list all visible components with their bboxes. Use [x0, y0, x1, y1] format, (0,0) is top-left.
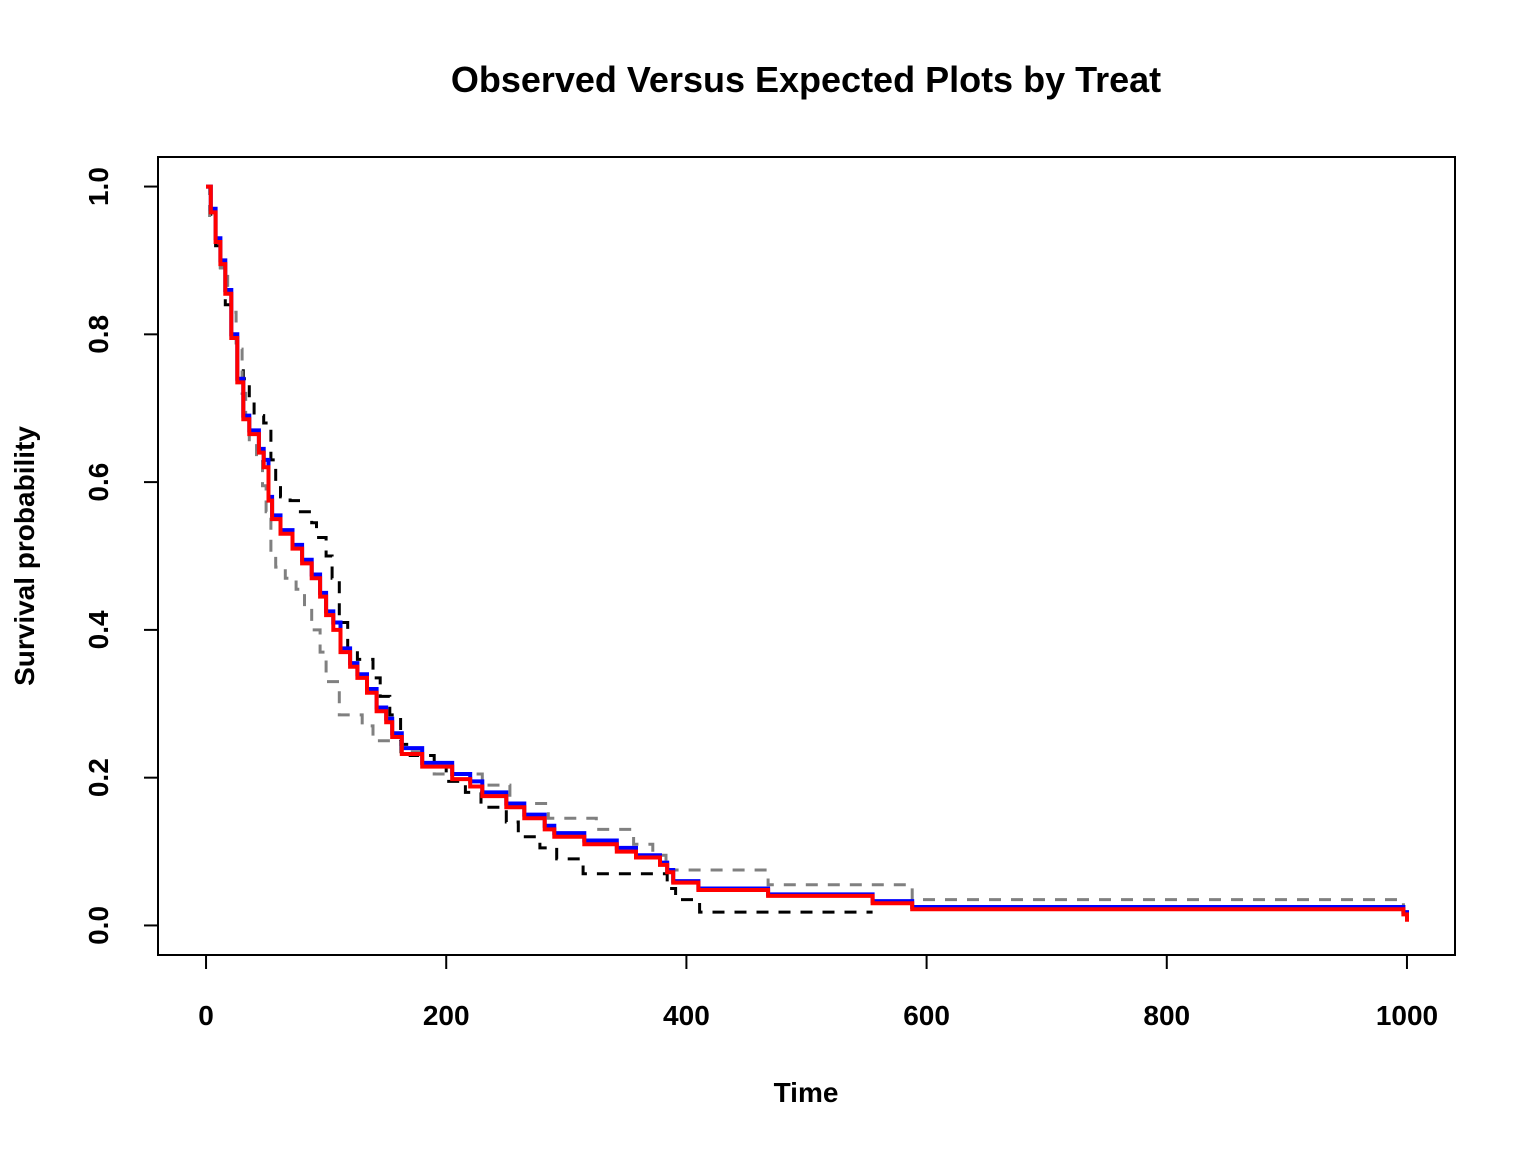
x-tick-label: 600 — [903, 1000, 950, 1031]
x-tick-label: 1000 — [1376, 1000, 1438, 1031]
series-line-4 — [206, 184, 1409, 922]
x-tick-label: 400 — [663, 1000, 710, 1031]
x-tick-label: 200 — [423, 1000, 470, 1031]
y-tick-label: 0.6 — [83, 463, 114, 502]
x-axis-title: Time — [774, 1077, 839, 1108]
y-tick-label: 0.2 — [83, 758, 114, 797]
y-tick-label: 0.8 — [83, 315, 114, 354]
x-tick-label: 0 — [198, 1000, 214, 1031]
y-tick-label: 1.0 — [83, 167, 114, 206]
series-line-2 — [206, 185, 1409, 919]
y-tick-label: 0.0 — [83, 906, 114, 945]
series-layer — [206, 184, 1409, 922]
x-tick-label: 800 — [1143, 1000, 1190, 1031]
series-line-3 — [206, 184, 1409, 919]
x-axis: 0 200 400 600 800 1000 — [198, 954, 1438, 1031]
plot-frame — [157, 156, 1456, 956]
chart-title: Observed Versus Expected Plots by Treat — [451, 59, 1161, 100]
y-axis-title: Survival probability — [9, 426, 40, 686]
y-tick-label: 0.4 — [83, 610, 114, 649]
y-axis: 0.0 0.2 0.4 0.6 0.8 1.0 — [83, 167, 159, 945]
